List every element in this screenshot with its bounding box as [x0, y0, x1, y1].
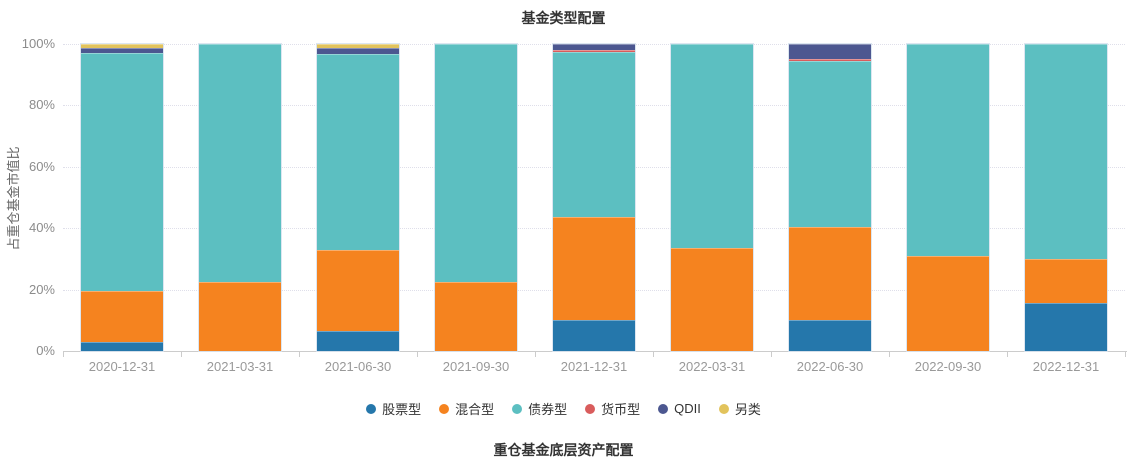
legend-dot-icon	[585, 403, 596, 414]
bar-segment-混合型[interactable]	[435, 281, 517, 351]
legend-label: 股票型	[382, 402, 422, 417]
x-category-label: 2021-03-31	[206, 359, 274, 374]
bar-segment-股票型[interactable]	[553, 320, 635, 351]
x-axis-tick	[63, 352, 64, 357]
bar-stack-2021-03-31[interactable]	[199, 44, 281, 351]
legend-item-货币型[interactable]: 货币型	[585, 399, 640, 418]
bar-segment-股票型[interactable]	[789, 320, 871, 351]
bar-stack-2021-09-30[interactable]	[435, 44, 517, 351]
bar-segment-债券型[interactable]	[671, 44, 753, 249]
bar-stack-2022-03-31[interactable]	[671, 44, 753, 351]
bar-segment-混合型[interactable]	[1025, 258, 1107, 304]
legend-label: QDII	[674, 401, 701, 416]
legend-label: 混合型	[455, 402, 495, 417]
y-tick-label-40: 40%	[28, 220, 55, 236]
x-category-label: 2022-06-30	[796, 359, 864, 374]
legend-dot-icon	[512, 403, 523, 414]
bar-segment-股票型[interactable]	[81, 341, 163, 351]
y-tick-label-60: 60%	[28, 158, 55, 174]
legend-dot-icon	[718, 403, 729, 414]
legend-dot-icon	[658, 403, 669, 414]
y-tick-label-80: 80%	[28, 97, 55, 113]
bar-segment-货币型[interactable]	[789, 58, 871, 61]
footer-title: 重仓基金底层资产配置	[493, 442, 634, 458]
x-axis-tick	[1125, 352, 1126, 357]
x-category-label: 2021-09-30	[442, 359, 510, 374]
x-category-label: 2021-06-30	[324, 359, 392, 374]
x-axis-tick	[1007, 352, 1008, 357]
x-axis-tick	[889, 352, 890, 357]
bar-segment-债券型[interactable]	[435, 44, 517, 282]
legend-label: 另类	[734, 402, 761, 417]
bar-segment-混合型[interactable]	[907, 255, 989, 351]
x-category-label: 2022-09-30	[914, 359, 982, 374]
legend-item-混合型[interactable]: 混合型	[439, 399, 494, 418]
y-tick-label-20: 20%	[28, 281, 55, 297]
bar-segment-混合型[interactable]	[789, 226, 871, 321]
x-category-label: 2020-12-31	[88, 359, 156, 374]
x-category-label: 2021-12-31	[560, 359, 628, 374]
legend-item-另类[interactable]: 另类	[718, 399, 761, 418]
x-axis-line	[63, 351, 1127, 352]
legend-dot-icon	[439, 403, 450, 414]
legend-label: 债券型	[528, 402, 568, 417]
y-tick-label-100: 100%	[21, 36, 55, 51]
bar-stack-2022-09-30[interactable]	[907, 44, 989, 351]
bar-segment-QDII[interactable]	[789, 44, 871, 59]
x-category-label: 2022-12-31	[1032, 359, 1100, 374]
bar-segment-债券型[interactable]	[199, 44, 281, 282]
x-axis-tick	[299, 352, 300, 357]
plot-area	[63, 44, 1125, 351]
bar-segment-债券型[interactable]	[317, 53, 399, 250]
bar-segment-股票型[interactable]	[1025, 303, 1107, 351]
legend-item-债券型[interactable]: 债券型	[512, 399, 567, 418]
bar-segment-股票型[interactable]	[317, 331, 399, 351]
bar-stack-2021-12-31[interactable]	[553, 44, 635, 351]
bar-segment-QDII[interactable]	[317, 47, 399, 54]
bar-stack-2020-12-31[interactable]	[81, 44, 163, 351]
legend-dot-icon	[366, 403, 377, 414]
bar-segment-混合型[interactable]	[317, 249, 399, 332]
x-axis-tick	[181, 352, 182, 357]
bar-segment-另类[interactable]	[317, 44, 399, 48]
bar-segment-债券型[interactable]	[907, 44, 989, 256]
bar-segment-混合型[interactable]	[81, 291, 163, 342]
legend-item-QDII[interactable]: QDII	[658, 401, 701, 416]
x-category-label: 2022-03-31	[678, 359, 746, 374]
y-tick-label-0: 0%	[36, 343, 55, 358]
legend-item-股票型[interactable]: 股票型	[366, 399, 421, 418]
x-axis-tick	[417, 352, 418, 357]
bar-segment-债券型[interactable]	[81, 53, 163, 292]
x-axis-tick	[771, 352, 772, 357]
bar-segment-债券型[interactable]	[789, 60, 871, 227]
bar-stack-2022-12-31[interactable]	[1025, 44, 1107, 351]
chart-title: 基金类型配置	[521, 10, 606, 26]
bar-segment-另类[interactable]	[81, 44, 163, 48]
legend-label: 货币型	[601, 402, 641, 417]
bar-segment-混合型[interactable]	[553, 217, 635, 321]
bar-segment-QDII[interactable]	[553, 44, 635, 51]
bar-segment-QDII[interactable]	[81, 47, 163, 54]
bar-segment-债券型[interactable]	[1025, 44, 1107, 259]
x-axis-tick	[535, 352, 536, 357]
bar-segment-债券型[interactable]	[553, 51, 635, 218]
chart-legend: 股票型 混合型 债券型 货币型 QDII 另类	[0, 399, 1127, 418]
bar-stack-2022-06-30[interactable]	[789, 44, 871, 351]
bar-segment-货币型[interactable]	[553, 50, 635, 52]
bar-segment-混合型[interactable]	[199, 281, 281, 351]
bar-segment-混合型[interactable]	[671, 248, 753, 351]
x-axis-tick	[653, 352, 654, 357]
bar-stack-2021-06-30[interactable]	[317, 44, 399, 351]
y-axis-title: 占重仓基金市值比	[6, 146, 21, 251]
